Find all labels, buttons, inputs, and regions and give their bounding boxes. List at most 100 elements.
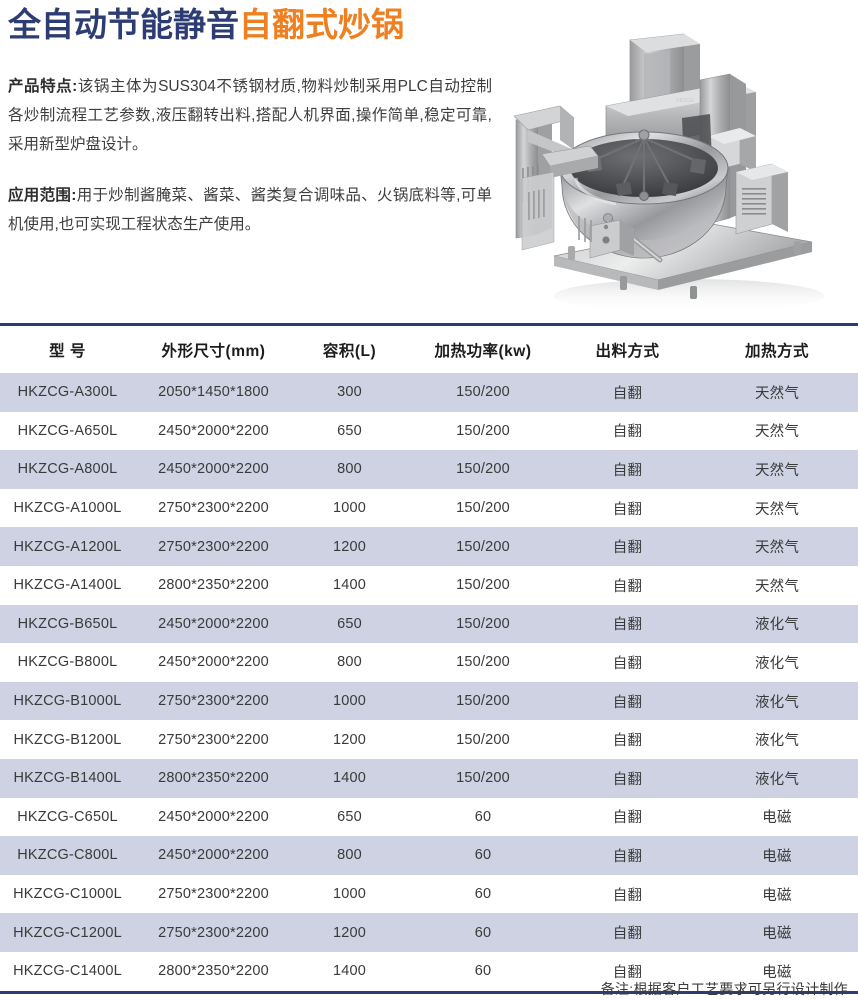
cell-heating: 电磁 — [696, 874, 858, 914]
cell-model: HKZCG-B650L — [0, 604, 135, 644]
table-row: HKZCG-B1000L 2750*2300*2200 1000 150/200 自翻液… — [0, 681, 858, 721]
table-row: HKZCG-C800L 2450*2000*2200 800 60 自翻 电磁 — [0, 836, 858, 875]
cell-model: HKZCG-B1000L — [0, 681, 135, 721]
cell-volume: 1200 — [292, 913, 407, 952]
cell-power: 150/200 — [407, 527, 559, 566]
table-row: HKZCG-B800L 2450*2000*2200 800 150/200 自翻 液化气 — [0, 643, 858, 682]
col-header-power: 加热功率(kw) — [407, 326, 559, 373]
cell-heating: 天然气 — [696, 411, 858, 451]
cell-model: HKZCG-C1400L — [0, 951, 135, 991]
cell-discharge: 自翻 — [559, 565, 696, 605]
application-paragraph: 应用范围:用于炒制酱腌菜、酱菜、酱类复合调味品、火锅底料等,可单机使用,也可实现… — [8, 181, 492, 239]
cell-dimensions: 2050*1450*1800 — [135, 373, 292, 412]
cell-dimensions: 2450*2000*2200 — [135, 450, 292, 489]
wok-machine-illustration: HKZCG — [513, 33, 824, 313]
cell-discharge: 自翻 — [559, 488, 696, 528]
cell-discharge: 自翻 — [559, 836, 696, 875]
cell-heating: 液化气 — [696, 643, 858, 682]
cell-discharge: 自翻 — [559, 411, 696, 451]
cell-power: 60 — [407, 874, 559, 914]
cell-model: HKZCG-B1200L — [0, 720, 135, 759]
cell-dimensions: 2750*2300*2200 — [135, 527, 292, 566]
cell-volume: 300 — [292, 373, 407, 412]
cell-heating: 液化气 — [696, 604, 858, 644]
cell-dimensions: 2450*2000*2200 — [135, 411, 292, 451]
table-row: HKZCG-A1400L 2800*2350*2200 1400 150/200 自翻天… — [0, 565, 858, 605]
cell-heating: 天然气 — [696, 373, 858, 412]
table-row: HKZCG-A1000L 2750*2300*2200 1000 150/200 自翻天… — [0, 488, 858, 528]
cell-dimensions: 2450*2000*2200 — [135, 643, 292, 682]
spec-table-wrapper: 型 号 外形尺寸(mm) 容积(L) 加热功率(kw) 出料方式 加热方式 HK… — [0, 323, 858, 994]
cell-dimensions: 2450*2000*2200 — [135, 604, 292, 644]
cell-volume: 1000 — [292, 681, 407, 721]
cell-volume: 1200 — [292, 527, 407, 566]
page-title-primary: 全自动节能静音 — [8, 6, 239, 43]
cell-heating: 天然气 — [696, 527, 858, 566]
table-row: HKZCG-A800L 2450*2000*2200 800 150/200 自翻 天然气 — [0, 450, 858, 489]
col-header-model: 型 号 — [0, 326, 135, 373]
cell-heating: 天然气 — [696, 450, 858, 489]
cell-model: HKZCG-A1400L — [0, 565, 135, 605]
cell-power: 150/200 — [407, 643, 559, 682]
table-row: HKZCG-C1200L 2750*2300*2200 1200 60 自翻 电磁 — [0, 913, 858, 952]
table-row: HKZCG-B650L 2450*2000*2200 650 150/200 自翻 液化气 — [0, 604, 858, 644]
cell-heating: 电磁 — [696, 797, 858, 837]
features-text: 该锅主体为SUS304不锈钢材质,物料炒制采用PLC自动控制各炒制流程工艺参数,… — [8, 78, 492, 153]
col-header-dimensions: 外形尺寸(mm) — [135, 326, 292, 373]
cell-volume: 1200 — [292, 720, 407, 759]
cell-volume: 1000 — [292, 874, 407, 914]
cell-volume: 650 — [292, 604, 407, 644]
spec-table-head: 型 号 外形尺寸(mm) 容积(L) 加热功率(kw) 出料方式 加热方式 — [0, 326, 858, 373]
cell-volume: 650 — [292, 797, 407, 837]
cell-volume: 1400 — [292, 565, 407, 605]
cell-power: 150/200 — [407, 373, 559, 412]
cell-dimensions: 2750*2300*2200 — [135, 913, 292, 952]
cell-model: HKZCG-C800L — [0, 836, 135, 875]
table-row: HKZCG-C650L 2450*2000*2200 650 60 自翻 电磁 — [0, 797, 858, 837]
table-bottom-rule — [0, 990, 858, 994]
cell-power: 150/200 — [407, 450, 559, 489]
cell-model: HKZCG-A1000L — [0, 488, 135, 528]
cell-power: 150/200 — [407, 488, 559, 528]
footnote: 备注:根据客户工艺要求可另行设计制作 — [600, 981, 848, 997]
cell-model: HKZCG-A1200L — [0, 527, 135, 566]
table-row: HKZCG-A300L 2050*1450*1800 300 150/200 自翻 天然气 — [0, 373, 858, 412]
cell-volume: 800 — [292, 450, 407, 489]
cell-dimensions: 2750*2300*2200 — [135, 874, 292, 914]
cell-heating: 电磁 — [696, 836, 858, 875]
cell-discharge: 自翻 — [559, 681, 696, 721]
cell-model: HKZCG-C1200L — [0, 913, 135, 952]
cell-heating: 液化气 — [696, 758, 858, 798]
application-label: 应用范围: — [8, 187, 77, 204]
product-photo: HKZCG — [494, 28, 858, 320]
table-row: HKZCG-C1000L 2750*2300*2200 1000 60 自翻 电磁 — [0, 874, 858, 914]
cell-power: 150/200 — [407, 681, 559, 721]
cell-model: HKZCG-A800L — [0, 450, 135, 489]
cell-model: HKZCG-A300L — [0, 373, 135, 412]
cell-model: HKZCG-B1400L — [0, 758, 135, 798]
cell-heating: 液化气 — [696, 681, 858, 721]
cell-discharge: 自翻 — [559, 720, 696, 759]
cell-model: HKZCG-B800L — [0, 643, 135, 682]
cell-volume: 650 — [292, 411, 407, 451]
cell-power: 60 — [407, 913, 559, 952]
cell-discharge: 自翻 — [559, 874, 696, 914]
cell-discharge: 自翻 — [559, 373, 696, 412]
cell-discharge: 自翻 — [559, 604, 696, 644]
cell-dimensions: 2750*2300*2200 — [135, 681, 292, 721]
spec-table: 型 号 外形尺寸(mm) 容积(L) 加热功率(kw) 出料方式 加热方式 HK… — [0, 326, 858, 991]
spec-table-body: HKZCG-A300L 2050*1450*1800 300 150/200 自翻 天然气… — [0, 373, 858, 991]
cell-power: 150/200 — [407, 604, 559, 644]
cell-model: HKZCG-C1000L — [0, 874, 135, 914]
cell-heating: 电磁 — [696, 913, 858, 952]
cell-power: 60 — [407, 836, 559, 875]
cell-discharge: 自翻 — [559, 797, 696, 837]
col-header-volume: 容积(L) — [292, 326, 407, 373]
table-top-rule — [0, 323, 858, 326]
cell-dimensions: 2800*2350*2200 — [135, 758, 292, 798]
cell-power: 150/200 — [407, 565, 559, 605]
cell-dimensions: 2750*2300*2200 — [135, 720, 292, 759]
table-header-row: 型 号 外形尺寸(mm) 容积(L) 加热功率(kw) 出料方式 加热方式 — [0, 326, 858, 373]
description-block: 产品特点:该锅主体为SUS304不锈钢材质,物料炒制采用PLC自动控制各炒制流程… — [8, 72, 492, 261]
table-row: HKZCG-A1200L 2750*2300*2200 1200 150/200 自翻天… — [0, 527, 858, 566]
